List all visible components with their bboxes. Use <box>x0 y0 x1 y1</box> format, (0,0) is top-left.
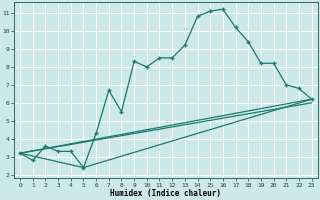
X-axis label: Humidex (Indice chaleur): Humidex (Indice chaleur) <box>110 189 221 198</box>
